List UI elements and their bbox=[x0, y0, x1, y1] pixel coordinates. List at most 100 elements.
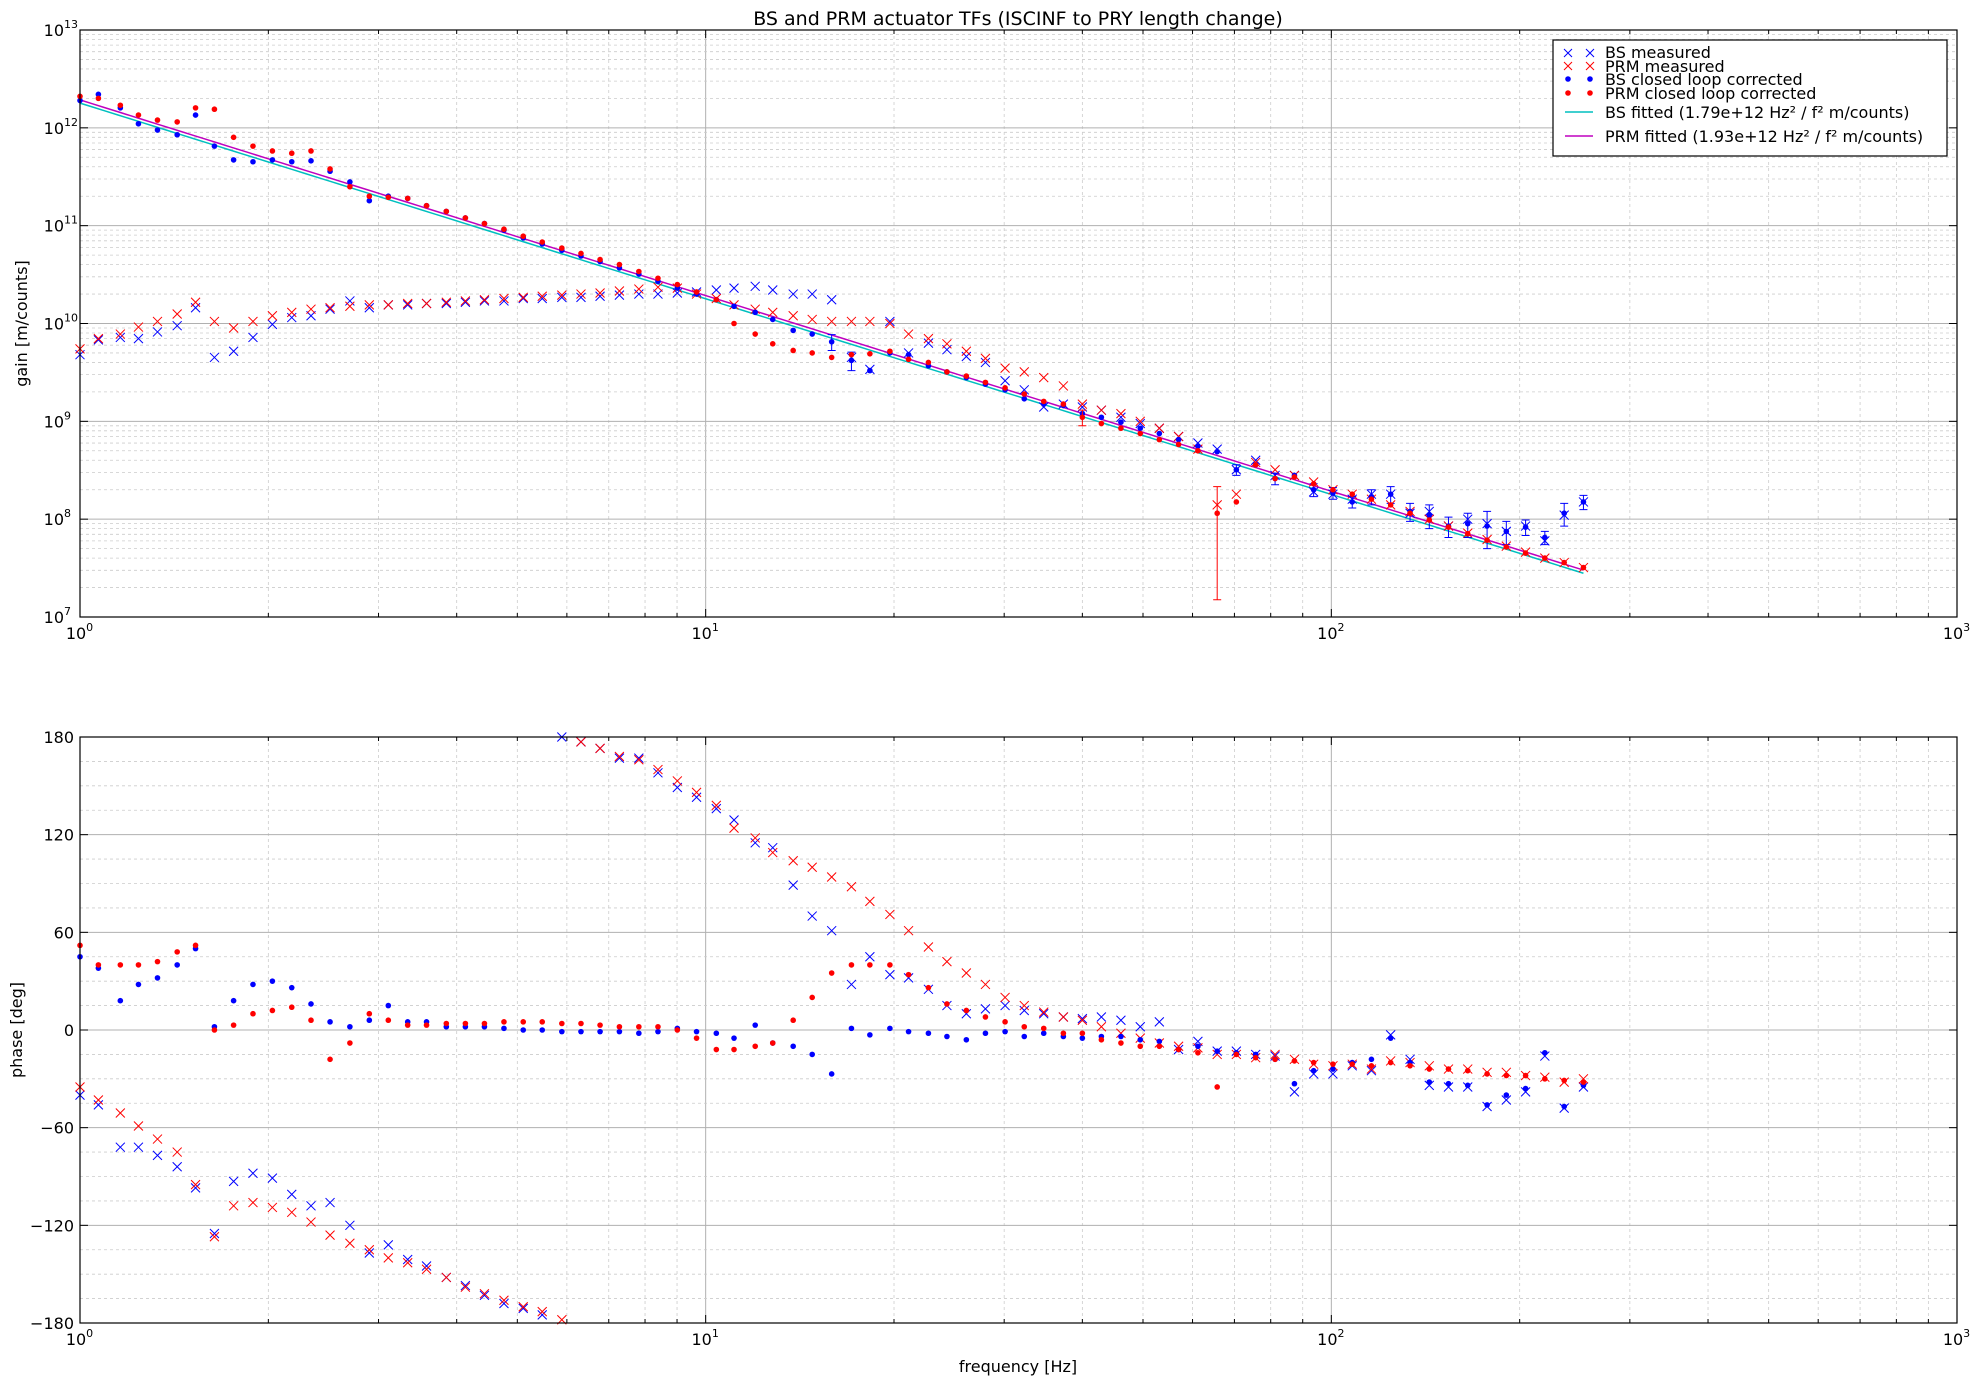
phase-x-tick-label-exponent: 1 bbox=[712, 1327, 719, 1340]
gain-point-prm-closed-loop-corrected bbox=[616, 261, 623, 268]
phase-point-bs-measured bbox=[865, 951, 875, 962]
phase-point-bs-measured bbox=[1308, 1069, 1319, 1079]
phase-point-bs-closed-loop-corrected bbox=[867, 1032, 873, 1038]
phase-point-prm-measured bbox=[980, 979, 991, 990]
phase-point-bs-closed-loop-corrected bbox=[288, 984, 295, 991]
gain-point-bs-closed-loop-corrected bbox=[1156, 430, 1163, 437]
phase-point-bs-measured bbox=[691, 792, 702, 803]
gain-point-bs-measured bbox=[1135, 418, 1146, 429]
gain-point-bs-measured bbox=[133, 333, 144, 344]
phase-point-bs-closed-loop-corrected bbox=[1484, 1102, 1490, 1108]
gain-point-bs-measured bbox=[595, 291, 605, 302]
phase-point-bs-closed-loop-corrected bbox=[1214, 1048, 1220, 1054]
phase-point-prm-measured bbox=[826, 872, 837, 882]
gain-point-prm-measured bbox=[980, 353, 991, 364]
gain-point-bs-closed-loop-corrected bbox=[867, 367, 873, 374]
gain-y-tick-label-exponent: 10 bbox=[64, 312, 78, 325]
gain-point-prm-measured bbox=[1135, 416, 1146, 427]
phase-point-bs-closed-loop-corrected bbox=[1079, 1035, 1086, 1041]
gain-point-bs-closed-loop-corrected bbox=[1484, 523, 1490, 529]
phase-point-bs-closed-loop-corrected bbox=[1445, 1080, 1452, 1087]
gain-y-tick-label-exponent: 7 bbox=[64, 605, 71, 618]
legend-entry-bs-fitted: BS fitted (1.79e+12 Hz² / f² m/counts) bbox=[1565, 103, 1909, 122]
phase-point-bs-measured bbox=[653, 767, 663, 778]
phase-point-bs-measured bbox=[537, 1310, 548, 1320]
gain-point-prm-measured bbox=[383, 300, 394, 310]
phase-series-prm-measured bbox=[75, 737, 1589, 1325]
phase-point-bs-measured bbox=[209, 1228, 220, 1239]
gain-point-bs-closed-loop-corrected bbox=[1522, 524, 1529, 530]
phase-point-prm-closed-loop-corrected bbox=[790, 1017, 796, 1024]
gain-point-bs-measured bbox=[1116, 412, 1126, 423]
gain-point-bs-closed-loop-corrected bbox=[1098, 414, 1105, 421]
phase-point-bs-measured bbox=[345, 1220, 355, 1231]
phase-x-tick-label-base: 10 bbox=[1943, 1330, 1963, 1349]
phase-point-prm-measured bbox=[115, 1108, 126, 1118]
phase-point-bs-closed-loop-corrected bbox=[539, 1027, 546, 1033]
phase-point-bs-closed-loop-corrected bbox=[713, 1030, 720, 1037]
phase-point-prm-measured bbox=[1000, 992, 1010, 1003]
phase-point-prm-closed-loop-corrected bbox=[230, 1022, 237, 1028]
phase-point-bs-closed-loop-corrected bbox=[327, 1019, 333, 1025]
gain-point-bs-measured bbox=[267, 319, 278, 330]
phase-x-tick-label: 10 1 bbox=[691, 1327, 718, 1349]
phase-grid bbox=[80, 737, 1957, 1323]
gain-y-tick-label: 10 7 bbox=[44, 605, 71, 627]
phase-point-prm-closed-loop-corrected bbox=[1407, 1063, 1413, 1069]
chart-title: BS and PRM actuator TFs (ISCINF to PRY l… bbox=[753, 8, 1283, 30]
phase-point-bs-measured bbox=[961, 1008, 972, 1019]
gain-point-bs-measured bbox=[980, 357, 991, 368]
gain-point-prm-measured bbox=[460, 296, 471, 306]
phase-point-prm-closed-loop-corrected bbox=[1252, 1054, 1259, 1061]
gain-point-prm-measured bbox=[325, 302, 335, 313]
gain-point-prm-closed-loop-corrected bbox=[1368, 496, 1375, 502]
phase-point-prm-measured bbox=[499, 1295, 509, 1306]
phase-x-tick-label-base: 10 bbox=[691, 1330, 711, 1349]
phase-point-bs-measured bbox=[1077, 1013, 1088, 1024]
phase-series-bs-measured bbox=[75, 732, 1589, 1320]
gain-point-prm-measured bbox=[653, 282, 663, 293]
phase-point-bs-closed-loop-corrected bbox=[809, 1051, 815, 1058]
phase-point-prm-measured bbox=[1366, 1064, 1377, 1074]
phase-point-bs-measured bbox=[903, 973, 914, 983]
phase-point-bs-measured bbox=[846, 979, 857, 990]
gain-y-tick-label-base: 10 bbox=[44, 608, 64, 627]
phase-data-points bbox=[75, 732, 1589, 1325]
gain-point-prm-closed-loop-corrected bbox=[174, 119, 180, 125]
gain-point-bs-measured bbox=[653, 289, 663, 299]
gain-point-bs-closed-loop-corrected bbox=[154, 127, 161, 133]
phase-point-prm-measured bbox=[614, 751, 625, 762]
gain-point-prm-measured bbox=[1231, 489, 1242, 500]
phase-point-prm-closed-loop-corrected bbox=[1175, 1046, 1182, 1053]
legend-frame bbox=[1552, 39, 1948, 157]
gain-point-bs-measured bbox=[325, 304, 335, 315]
phase-point-bs-measured bbox=[1424, 1080, 1435, 1091]
phase-point-prm-measured bbox=[402, 1257, 413, 1268]
phase-point-bs-measured bbox=[133, 1142, 144, 1153]
phase-point-prm-measured bbox=[190, 1179, 201, 1190]
phase-point-prm-closed-loop-corrected bbox=[117, 962, 124, 968]
gain-point-prm-closed-loop-corrected bbox=[366, 193, 373, 200]
phase-point-bs-measured bbox=[1000, 1000, 1010, 1011]
gain-point-bs-closed-loop-corrected bbox=[308, 158, 314, 164]
legend-entry-prm-closed-loop: PRM closed loop corrected bbox=[1565, 84, 1816, 103]
phase-point-prm-closed-loop-corrected bbox=[1021, 1023, 1028, 1030]
gain-point-prm-closed-loop-corrected bbox=[1561, 559, 1567, 566]
phase-point-bs-closed-loop-corrected bbox=[1561, 1103, 1567, 1110]
gain-point-bs-closed-loop-corrected bbox=[1214, 448, 1220, 455]
phase-point-prm-closed-loop-corrected bbox=[1464, 1067, 1471, 1074]
gain-point-bs-closed-loop-corrected bbox=[1118, 419, 1124, 425]
phase-point-bs-closed-loop-corrected bbox=[501, 1025, 507, 1032]
gain-point-bs-measured bbox=[826, 294, 837, 305]
phase-series-prm-closed-loop-corrected bbox=[77, 942, 1587, 1090]
gain-point-prm-closed-loop-corrected bbox=[790, 347, 796, 354]
gain-y-tick-label-base: 10 bbox=[44, 21, 64, 40]
phase-point-bs-closed-loop-corrected bbox=[731, 1035, 737, 1041]
phase-y-axis-label: phase [deg] bbox=[7, 982, 26, 1078]
gain-point-prm-measured bbox=[614, 286, 625, 296]
gain-point-prm-closed-loop-corrected bbox=[1214, 510, 1220, 517]
gain-point-bs-measured bbox=[1038, 402, 1049, 412]
gain-point-bs-measured bbox=[537, 293, 548, 304]
phase-point-prm-measured bbox=[576, 737, 586, 747]
